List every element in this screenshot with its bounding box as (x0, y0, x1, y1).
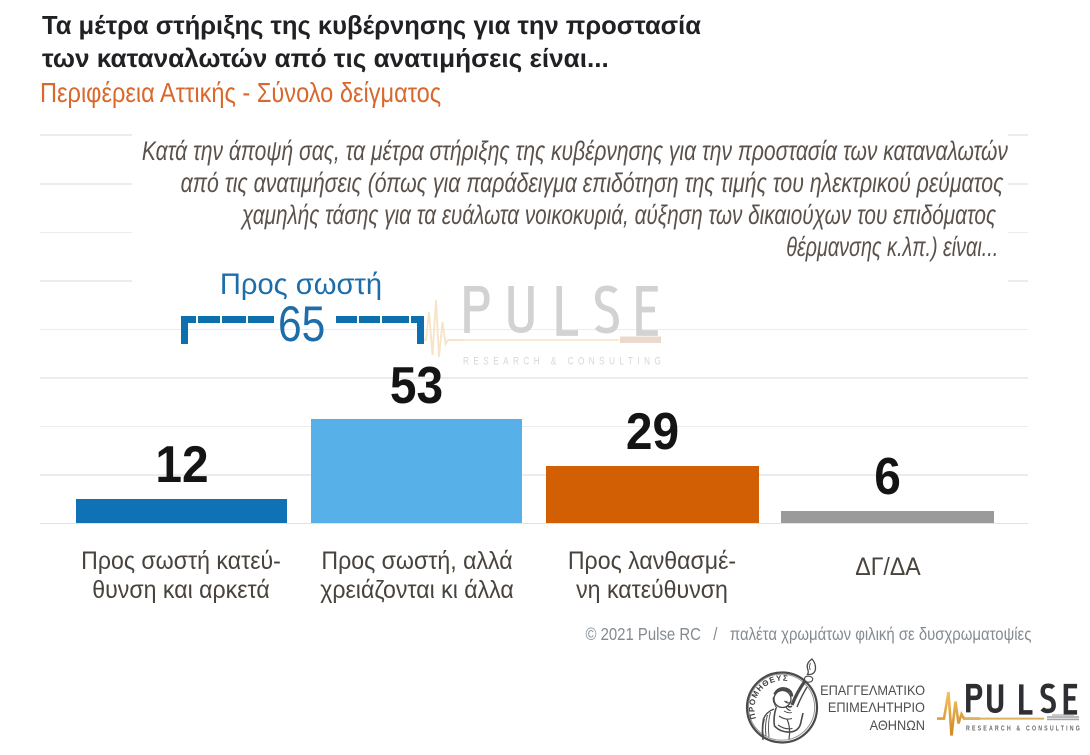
svg-text:RESEARCH & CONSULTING: RESEARCH & CONSULTING (966, 725, 1082, 733)
svg-text:RESEARCH & CONSULTING: RESEARCH & CONSULTING (463, 355, 665, 368)
